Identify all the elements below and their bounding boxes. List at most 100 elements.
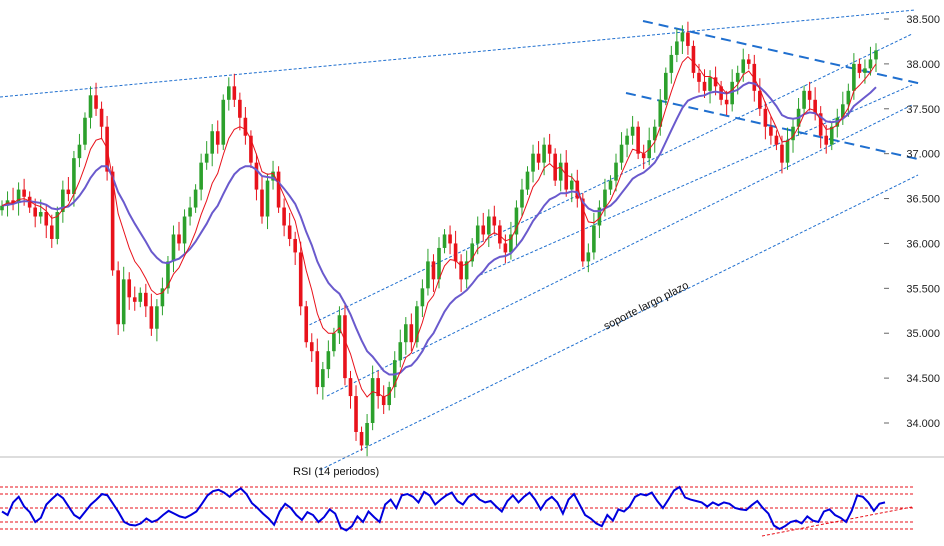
candle-body <box>354 396 358 432</box>
candle-body <box>431 261 436 280</box>
candle-body <box>199 162 203 190</box>
triangle-lower <box>625 92 923 161</box>
candle-body <box>868 59 873 69</box>
candle-body <box>807 90 812 100</box>
candle-body <box>99 108 104 127</box>
candle-body <box>763 108 768 127</box>
candle-body <box>359 431 364 446</box>
candle-body <box>581 198 585 262</box>
candle-body <box>608 180 613 190</box>
y-tick-label: 35.000 <box>906 328 940 340</box>
candle-body <box>315 351 320 388</box>
candle-body <box>110 171 115 271</box>
candle-body <box>597 207 602 226</box>
candle-body <box>38 212 43 217</box>
candle-body <box>702 81 707 91</box>
candle-body <box>680 32 685 42</box>
candle-body <box>481 225 486 235</box>
support-line-long <box>319 174 919 471</box>
candle-body <box>619 144 624 163</box>
candle-body <box>863 68 867 73</box>
candle-body <box>0 205 4 211</box>
candle-body <box>475 225 480 244</box>
candle-body <box>636 126 640 154</box>
candle-body <box>420 288 425 307</box>
trendlines <box>0 9 923 471</box>
candle-body <box>398 342 403 361</box>
channel-line-2 <box>304 33 913 328</box>
candle-body <box>44 212 49 226</box>
candle-body <box>630 126 635 136</box>
candle-body <box>531 153 535 172</box>
y-tick-label: 37.000 <box>906 149 940 161</box>
candle-body <box>569 180 574 190</box>
candle-body <box>11 200 15 204</box>
candle-body <box>276 171 281 208</box>
candle-body <box>520 189 524 208</box>
rsi-line <box>1 485 886 532</box>
candle-body <box>614 162 618 181</box>
moving-average-slow <box>1 81 877 376</box>
candle-body <box>780 144 784 163</box>
candle-body <box>746 59 751 64</box>
candle-body <box>818 113 823 136</box>
candle-body <box>249 135 253 163</box>
candle-body <box>603 189 607 208</box>
candle-body <box>691 45 696 73</box>
candle-body <box>381 396 386 406</box>
candle-body <box>22 189 26 197</box>
candle-body <box>243 117 248 136</box>
candle-body <box>758 90 762 109</box>
candle-body <box>215 131 220 145</box>
candle-body <box>337 315 342 334</box>
candle-body <box>536 153 541 163</box>
candle-body <box>332 333 336 352</box>
candle-body <box>564 162 569 190</box>
candle-body <box>824 135 829 145</box>
candle-body <box>652 126 657 141</box>
candle-body <box>498 225 502 244</box>
candle-body <box>144 292 148 307</box>
candle-body <box>265 180 270 217</box>
candle-body <box>210 131 215 154</box>
candle-body <box>132 297 137 302</box>
rsi-title: RSI (14 periodos) <box>293 466 379 478</box>
y-tick-label: 38.500 <box>906 14 940 26</box>
candle-body <box>238 99 242 118</box>
candle-body <box>669 54 674 73</box>
candle-body <box>592 225 596 253</box>
candle-body <box>370 378 375 423</box>
candle-body <box>66 189 71 195</box>
candle-body <box>442 234 447 248</box>
channel-line-3 <box>479 84 913 276</box>
candle-body <box>686 32 690 46</box>
candle-body <box>741 59 746 73</box>
candle-body <box>72 158 76 195</box>
candle-body <box>404 324 408 343</box>
candle-body <box>857 63 862 73</box>
candle-body <box>625 135 629 145</box>
candle-body <box>841 104 845 118</box>
candle-body <box>509 234 513 253</box>
y-tick-label: 37.500 <box>906 104 940 116</box>
candle-body <box>149 306 154 329</box>
candle-body <box>641 153 646 159</box>
y-tick-label: 36.500 <box>906 194 940 206</box>
candle-body <box>177 234 181 244</box>
candle-body <box>774 135 779 145</box>
candle-body <box>260 189 264 217</box>
resistance-line <box>0 9 916 98</box>
candle-body <box>271 171 275 181</box>
candle-body <box>343 315 347 379</box>
candle-body <box>586 252 591 262</box>
rsi-trendline <box>761 506 913 537</box>
candle-body <box>326 351 331 370</box>
candle-body <box>525 171 530 190</box>
candle-body <box>61 189 65 213</box>
candle-body <box>437 247 441 280</box>
candle-body <box>188 207 192 217</box>
candle-body <box>94 95 98 109</box>
candle-body <box>448 234 452 244</box>
candle-body <box>121 279 126 325</box>
candle-body <box>829 126 834 145</box>
